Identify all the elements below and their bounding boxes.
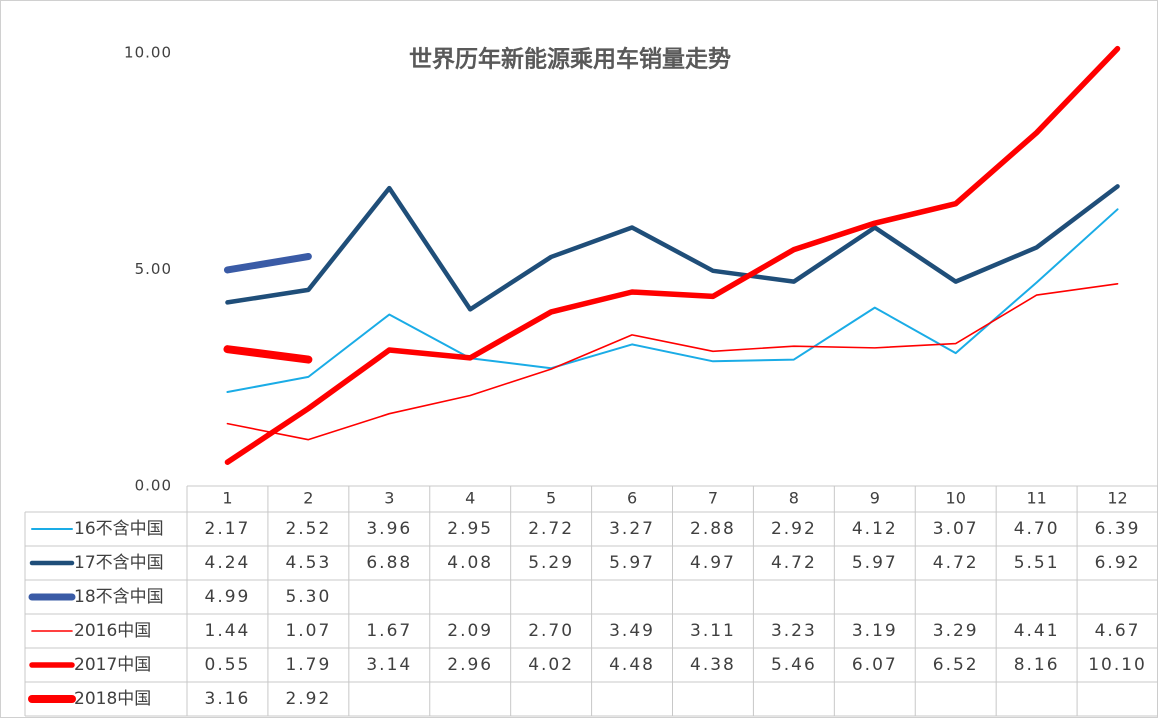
x-tick-label: 11	[1026, 489, 1046, 508]
data-label: 3.16	[205, 689, 251, 709]
x-tick-label: 12	[1107, 489, 1127, 508]
legend-label: 17不含中国	[74, 553, 164, 573]
x-tick-label: 3	[384, 489, 394, 508]
data-label: 2.96	[447, 655, 493, 675]
data-label: 6.92	[1095, 553, 1141, 573]
data-label: 1.07	[285, 621, 331, 641]
data-label: 3.14	[366, 655, 412, 675]
data-label: 4.02	[528, 655, 574, 675]
data-label: 4.53	[285, 553, 331, 573]
data-label: 4.24	[205, 553, 251, 573]
data-label: 4.72	[933, 553, 979, 573]
data-label: 2.92	[771, 519, 817, 539]
x-tick-label: 5	[546, 489, 556, 508]
data-label: 5.97	[852, 553, 898, 573]
data-label: 4.48	[609, 655, 655, 675]
data-label: 2.88	[690, 519, 736, 539]
data-label: 5.97	[609, 553, 655, 573]
x-tick-label: 8	[789, 489, 799, 508]
data-label: 4.67	[1095, 621, 1141, 641]
data-label: 2.95	[447, 519, 493, 539]
x-tick-label: 2	[303, 489, 313, 508]
data-label: 10.10	[1088, 655, 1147, 675]
data-label: 6.88	[366, 553, 412, 573]
y-tick-label: 10.00	[124, 44, 172, 62]
data-label: 4.38	[690, 655, 736, 675]
data-label: 3.07	[933, 519, 979, 539]
data-label: 0.55	[205, 655, 251, 675]
data-label: 2.72	[528, 519, 574, 539]
series-line	[223, 345, 313, 364]
y-tick-label: 5.00	[135, 260, 172, 278]
data-label: 3.29	[933, 621, 979, 641]
data-label: 5.29	[528, 553, 574, 573]
data-label: 1.79	[285, 655, 331, 675]
series-line	[225, 184, 1120, 312]
data-label: 6.52	[933, 655, 979, 675]
data-label: 4.97	[690, 553, 736, 573]
data-label: 4.99	[205, 587, 251, 607]
series-line	[226, 208, 1119, 394]
data-label: 5.51	[1014, 553, 1060, 573]
data-label: 4.72	[771, 553, 817, 573]
legend-label: 2018中国	[74, 689, 151, 709]
x-tick-label: 1	[222, 489, 232, 508]
data-label: 4.41	[1014, 621, 1060, 641]
series-line	[223, 253, 312, 274]
series-line	[226, 282, 1119, 441]
data-label: 3.96	[366, 519, 412, 539]
data-label: 4.08	[447, 553, 493, 573]
data-label: 4.70	[1014, 519, 1060, 539]
data-label: 6.07	[852, 655, 898, 675]
data-label: 5.30	[285, 587, 331, 607]
x-tick-label: 10	[946, 489, 966, 508]
data-label: 3.11	[690, 621, 736, 641]
data-label: 3.49	[609, 621, 655, 641]
x-tick-label: 7	[708, 489, 718, 508]
y-tick-label: 0.00	[135, 477, 172, 495]
data-label: 2.70	[528, 621, 574, 641]
legend-label: 16不含中国	[74, 519, 164, 539]
data-label: 2.92	[285, 689, 331, 709]
data-label: 3.19	[852, 621, 898, 641]
data-label: 2.09	[447, 621, 493, 641]
legend-label: 18不含中国	[74, 587, 164, 607]
data-label: 6.39	[1095, 519, 1141, 539]
x-tick-label: 4	[465, 489, 475, 508]
data-label: 5.46	[771, 655, 817, 675]
data-label: 3.23	[771, 621, 817, 641]
data-label: 3.27	[609, 519, 655, 539]
data-label: 8.16	[1014, 655, 1060, 675]
x-tick-label: 6	[627, 489, 637, 508]
data-label: 2.52	[285, 519, 331, 539]
x-tick-label: 9	[870, 489, 880, 508]
data-label: 1.67	[366, 621, 412, 641]
data-label: 4.12	[852, 519, 898, 539]
legend-label: 2017中国	[74, 655, 151, 675]
data-label: 1.44	[205, 621, 251, 641]
legend-label: 2016中国	[74, 621, 151, 641]
data-label: 2.17	[205, 519, 251, 539]
series-line	[224, 45, 1121, 465]
chart-title: 世界历年新能源乘用车销量走势	[409, 46, 731, 73]
